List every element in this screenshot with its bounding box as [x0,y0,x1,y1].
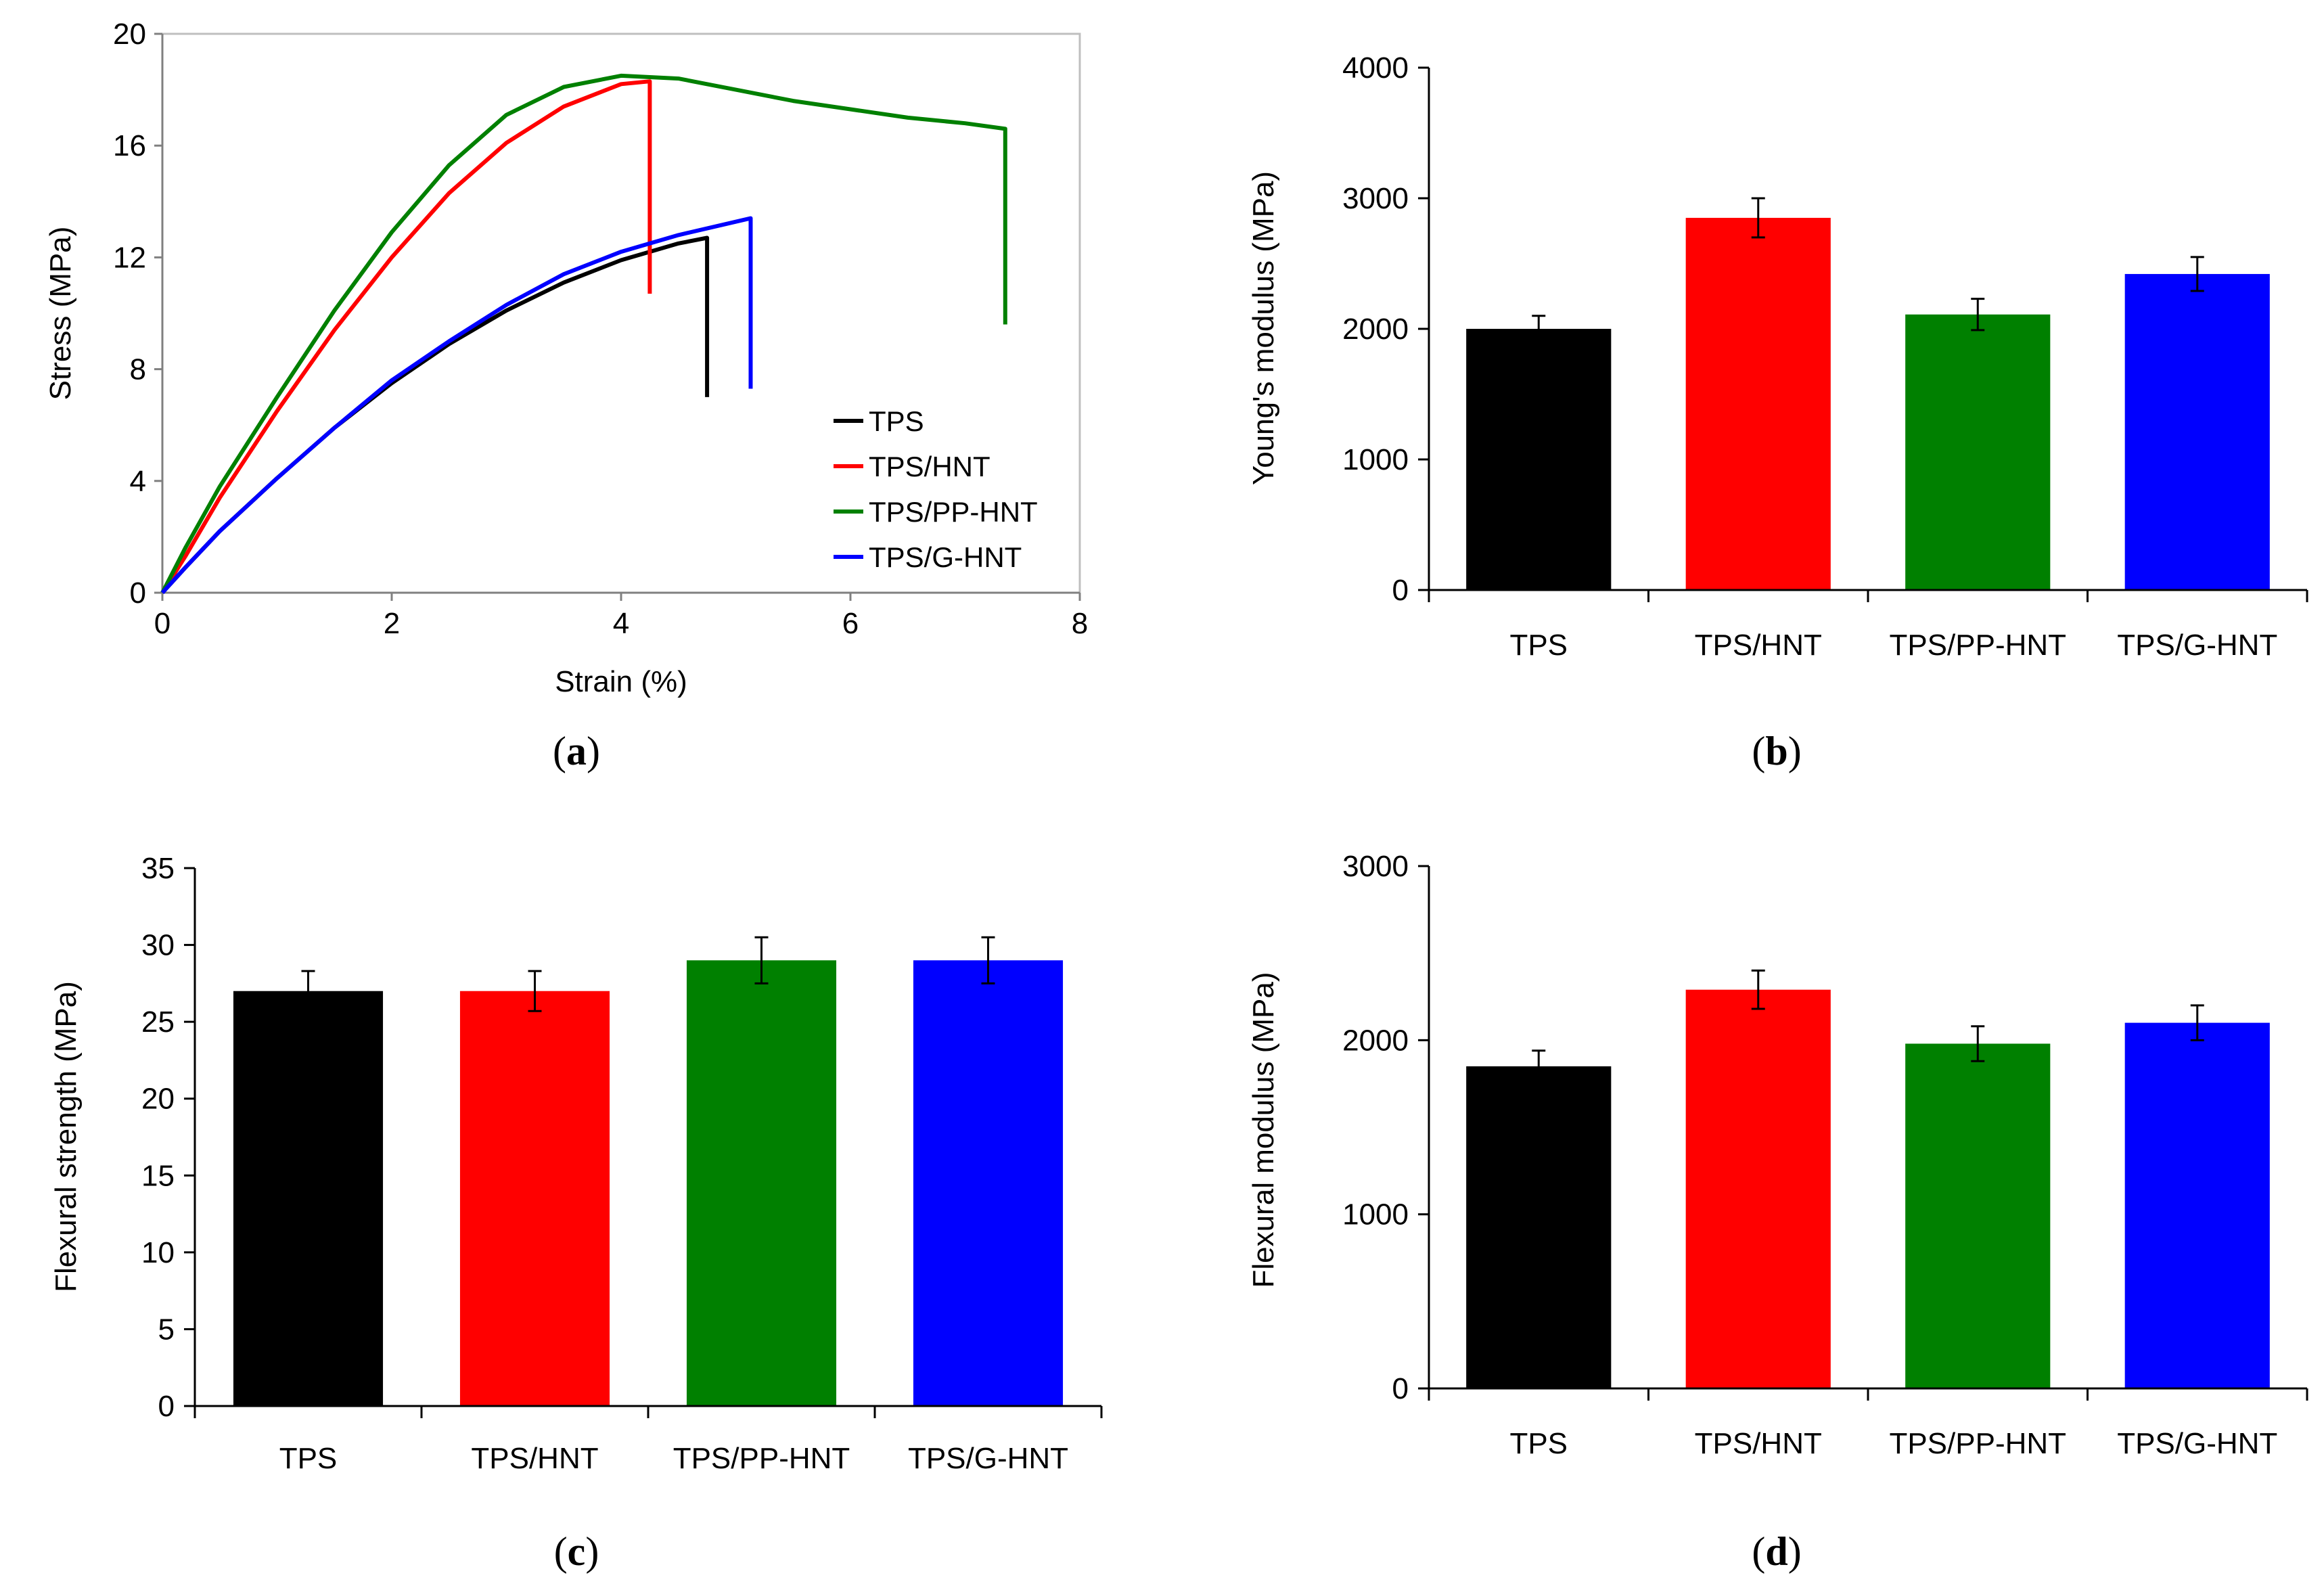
legend-label-tps-pp-hnt: TPS/PP-HNT [869,496,1038,528]
bar-tps-pp-hnt [1905,314,2051,590]
x-tick-label: 6 [842,607,859,640]
bar-tps-pp-hnt [1905,1043,2051,1388]
y-tick-label: 20 [113,18,146,51]
x-axis-title: Strain (%) [555,665,687,698]
bar-tps [233,991,384,1406]
bar-group [1466,197,2270,590]
bar-tps-g-hnt [2124,1022,2270,1388]
series-line-group [160,73,1007,595]
x-tick-label: 0 [154,607,170,640]
panel-label-a: (a) [553,729,600,773]
x-category-label: TPS/PP-HNT [673,1442,850,1475]
bar-group [1466,969,2270,1388]
series-line-tps-hnt [160,79,652,594]
y-tick-label: 25 [141,1005,175,1039]
y-axis-title: Young's modulus (MPa) [1247,171,1280,485]
legend: TPS TPS/HNT TPS/PP-HNT TPS/G-HNT [834,405,1038,573]
panel-label-d: (d) [1752,1529,1801,1574]
x-tick-label: 8 [1072,607,1088,640]
bar-tps-hnt [459,991,610,1406]
axes-group: TPS TPS/HNT TPS/PP-HNT TPS/G-HNT 0 1000 2000 30… [1342,51,2308,662]
y-tick-label: 4 [130,465,146,498]
bar-tps [1466,329,1612,590]
y-tick-label: 0 [1392,574,1409,607]
x-category-label: TPS/HNT [1695,629,1822,662]
x-category-label: TPS/PP-HNT [1889,629,2066,662]
legend-label-tps-g-hnt: TPS/G-HNT [869,541,1022,573]
y-axis-title: Flexural modulus (MPa) [1247,972,1280,1288]
y-tick-label: 4000 [1342,51,1409,85]
x-category-label: TPS/G-HNT [908,1442,1068,1475]
series-line-tps [160,235,710,595]
y-tick-label: 1000 [1342,443,1409,476]
panel-label-c: (c) [554,1529,599,1574]
axes-group: TPS TPS/HNT TPS/PP-HNT TPS/G-HNT 0 1000 2000 30… [1342,850,2308,1460]
y-axis-title: Stress (MPa) [44,227,77,401]
y-axis-title: Flexural strength (MPa) [49,981,83,1292]
x-category-label: TPS/G-HNT [2117,629,2277,662]
x-category-label: TPS [1509,629,1568,662]
series-line-tps-pp-hnt [160,73,1007,594]
panel-label-b: (b) [1752,729,1801,773]
x-category-label: TPS [1509,1427,1568,1460]
y-tick-label: 0 [1392,1372,1409,1405]
y-tick-label: 0 [158,1390,175,1423]
y-tick-label: 20 [141,1083,175,1116]
bar-tps-g-hnt [913,960,1064,1406]
y-tick-label: 10 [141,1236,175,1269]
x-category-label: TPS/PP-HNT [1889,1427,2066,1460]
y-tick-label: 1000 [1342,1198,1409,1231]
bar-group [233,936,1064,1406]
x-category-label: TPS/HNT [1695,1427,1822,1460]
y-tick-label: 3000 [1342,850,1409,883]
panel-d-bar-chart: TPS TPS/HNT TPS/PP-HNT TPS/G-HNT 0 1000 2000 30… [1247,850,2308,1574]
series-line-tps-g-hnt [160,216,753,595]
x-category-label: TPS/G-HNT [2117,1427,2277,1460]
bar-tps-hnt [1685,217,1831,590]
bar-tps-pp-hnt [686,960,837,1406]
panel-b-bar-chart: TPS TPS/HNT TPS/PP-HNT TPS/G-HNT 0 1000 2000 30… [1247,51,2308,773]
x-category-label: TPS/HNT [471,1442,598,1475]
bar-tps-hnt [1685,989,1831,1388]
y-tick-label: 8 [130,353,146,386]
y-tick-label: 12 [113,241,146,274]
y-tick-label: 3000 [1342,182,1409,215]
y-tick-group: 0 4 8 12 16 20 [113,18,162,610]
bar-tps [1466,1066,1612,1388]
bar-tps-g-hnt [2124,273,2270,590]
y-tick-label: 2000 [1342,1024,1409,1057]
x-tick-group: 0 2 4 6 8 [154,593,1088,640]
x-tick-label: 4 [613,607,629,640]
axes-group: TPS TPS/HNT TPS/PP-HNT TPS/G-HNT 0 5 10 15 20 25 3… [141,852,1103,1475]
y-tick-label: 5 [158,1313,175,1346]
legend-label-tps: TPS [869,405,924,437]
x-tick-label: 2 [384,607,400,640]
x-category-label: TPS [279,1442,338,1475]
y-tick-label: 0 [130,576,146,610]
y-tick-label: 15 [141,1159,175,1192]
y-tick-label: 16 [113,129,146,162]
legend-label-tps-hnt: TPS/HNT [869,451,990,482]
y-tick-label: 2000 [1342,313,1409,346]
panel-c-bar-chart: TPS TPS/HNT TPS/PP-HNT TPS/G-HNT 0 5 10 15 20 25 3… [49,852,1103,1574]
y-tick-label: 30 [141,929,175,962]
y-tick-label: 35 [141,852,175,885]
